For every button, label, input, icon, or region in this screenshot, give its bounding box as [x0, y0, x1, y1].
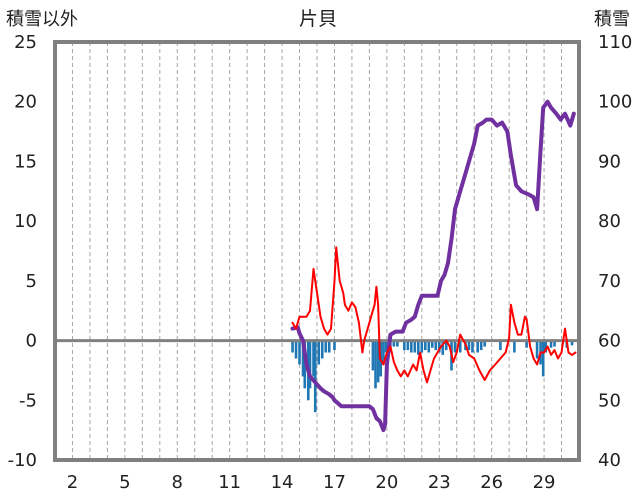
- precipitation-bar: [294, 340, 298, 359]
- precipitation-bar: [553, 340, 556, 347]
- precipitation-bar: [423, 340, 427, 351]
- right-tick-label: 90: [598, 151, 621, 172]
- x-axis-ticks: 2 5 8 11 14 17 20 23 26 29: [67, 472, 556, 493]
- left-tick-label: 15: [14, 151, 37, 172]
- precipitation-bar: [298, 340, 301, 365]
- precipitation-bar: [525, 340, 528, 348]
- precipitation-bar: [313, 340, 317, 413]
- snow_depth-line: [290, 99, 576, 433]
- left-tick-label: 25: [14, 32, 37, 53]
- precipitation-bar: [444, 340, 448, 351]
- x-tick-label: 17: [323, 472, 346, 493]
- precipitation-bar: [403, 340, 406, 351]
- precipitation-bar: [406, 340, 410, 351]
- precipitation-bar: [453, 340, 457, 353]
- precipitation-bar: [430, 340, 434, 348]
- precipitation-bar: [384, 340, 388, 353]
- precipitation-bar: [392, 340, 396, 347]
- right-axis-title: 積雪: [594, 9, 630, 30]
- series-lines: [290, 99, 577, 433]
- precipitation-bar: [570, 340, 574, 346]
- precipitation-bar: [396, 340, 399, 347]
- precipitation-bar: [427, 340, 431, 353]
- precipitation-bar: [437, 340, 441, 353]
- precipitation-bar: [483, 340, 486, 347]
- left-tick-label: 5: [26, 271, 37, 292]
- x-tick-label: 26: [480, 472, 503, 493]
- precipitation-bar: [458, 340, 462, 353]
- precipitation-bar: [479, 340, 483, 351]
- left-tick-label: 20: [14, 92, 37, 113]
- precipitation-bar: [382, 340, 385, 365]
- left-tick-label: -5: [19, 390, 37, 411]
- precipitation-bar: [291, 340, 294, 353]
- precipitation-bar: [320, 340, 324, 359]
- precipitation-bar: [420, 340, 424, 353]
- precipitation-bar: [535, 340, 539, 359]
- x-tick-label: 2: [67, 472, 78, 493]
- right-tick-label: 50: [598, 390, 621, 411]
- right-tick-label: 70: [598, 271, 621, 292]
- precipitation-bar: [410, 340, 413, 353]
- right-tick-label: 80: [598, 211, 621, 232]
- x-tick-label: 5: [119, 472, 130, 493]
- x-tick-label: 20: [375, 472, 398, 493]
- precipitation-bar: [541, 340, 545, 377]
- precipitation-bar: [308, 340, 312, 389]
- chart-title: 片貝: [299, 8, 337, 30]
- left-axis-title: 積雪以外: [6, 9, 78, 30]
- precipitation-bar: [417, 340, 420, 355]
- right-tick-label: 40: [598, 450, 621, 471]
- left-tick-label: 0: [26, 331, 37, 352]
- precipitation-bar: [434, 340, 438, 351]
- temperature-line: [291, 246, 577, 384]
- precipitation-bar: [476, 340, 479, 353]
- x-tick-label: 11: [218, 472, 241, 493]
- precipitation-bar: [371, 340, 375, 371]
- left-tick-label: 10: [14, 211, 37, 232]
- precipitation-bar: [333, 340, 336, 351]
- precipitation-bar: [513, 340, 516, 353]
- precipitation-bar: [467, 340, 471, 351]
- precipitation-bar: [327, 340, 331, 353]
- x-tick-label: 14: [271, 472, 294, 493]
- precipitation-bar: [376, 340, 380, 383]
- precipitation-bar: [324, 340, 328, 353]
- precipitation-bar: [374, 340, 377, 389]
- x-tick-label: 29: [533, 472, 556, 493]
- left-tick-label: -10: [8, 450, 37, 471]
- precipitation-bar: [544, 340, 548, 353]
- right-tick-label: 110: [598, 32, 632, 53]
- precipitation-bar: [413, 340, 417, 353]
- vertical-gridlines: [71, 42, 563, 460]
- plot-frame: [53, 40, 581, 462]
- precipitation-bar: [499, 340, 502, 351]
- precipitation-bar: [312, 340, 315, 377]
- right-tick-label: 60: [598, 331, 621, 352]
- x-tick-label: 8: [172, 472, 183, 493]
- precipitation-bar: [301, 340, 305, 377]
- precipitation-bar: [471, 340, 474, 353]
- x-tick-label: 23: [428, 472, 451, 493]
- left-axis-ticks: -10 -5 0 5 10 15 20 25: [8, 32, 37, 471]
- right-tick-label: 100: [598, 92, 632, 113]
- precipitation-bar: [549, 340, 553, 348]
- right-axis-ticks: 40 50 60 70 80 90 100 110: [598, 32, 632, 471]
- precipitation-bar: [441, 340, 445, 355]
- precipitation-bar: [317, 340, 321, 365]
